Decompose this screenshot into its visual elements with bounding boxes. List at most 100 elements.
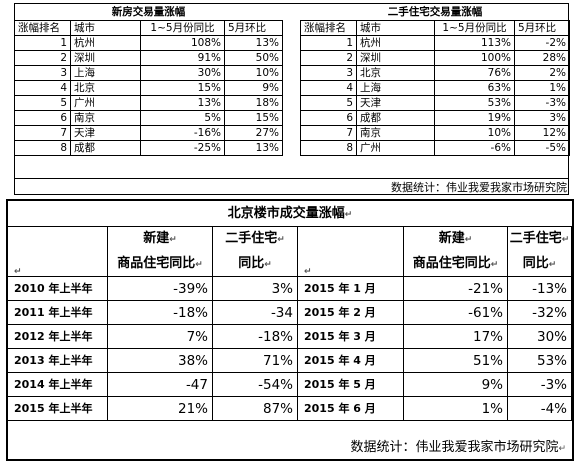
beijing-volume-table: 北京楼市成交量涨幅↵ ↵ 新建↵ 商品住宅同比↵ 二手住宅↵ 同比↵ ↵ 新建↵ 商品住宅同比… bbox=[6, 199, 574, 461]
table-row: 6 南京 5% 15% bbox=[14, 110, 283, 126]
cell-mom: -3% bbox=[514, 95, 570, 111]
return-mark: ↵ bbox=[344, 210, 353, 220]
table-row: 3 北京 76% 2% bbox=[300, 65, 570, 81]
cell-city: 广州 bbox=[356, 140, 435, 156]
cell-city: 南京 bbox=[356, 125, 435, 141]
header-yoy: 1~5月份同比 bbox=[434, 20, 515, 36]
table-row: 8 成都 -25% 13% bbox=[14, 140, 283, 156]
cell-rank: 4 bbox=[14, 80, 71, 96]
return-mark: ↵ bbox=[561, 235, 570, 245]
row-label-text: 2015 年 3 月 bbox=[304, 330, 376, 343]
cell-rank: 7 bbox=[300, 125, 357, 141]
value-second: 87% bbox=[213, 397, 298, 421]
cell-city: 杭州 bbox=[356, 35, 435, 51]
cell-yoy: 10% bbox=[434, 125, 515, 141]
cell-city: 北京 bbox=[356, 65, 435, 81]
cell-city: 杭州 bbox=[70, 35, 141, 51]
table-row: 5 广州 13% 18% bbox=[14, 95, 283, 111]
value-second-text: -34 bbox=[270, 305, 293, 321]
cell-city: 上海 bbox=[356, 80, 435, 96]
header-rank: 涨幅排名 bbox=[300, 20, 357, 36]
header-new-yoy-left-line2: 商品住宅同比↵ bbox=[108, 252, 212, 276]
cell-rank: 4 bbox=[300, 80, 357, 96]
row-label: 2015 年 1 月 bbox=[298, 277, 404, 301]
beijing-table-title: 北京楼市成交量涨幅↵ bbox=[8, 201, 572, 227]
table-row: 1 杭州 113% -2% bbox=[300, 35, 570, 51]
header-empty-right: ↵ bbox=[298, 227, 404, 277]
value-second-text: -54% bbox=[258, 377, 293, 393]
header-second-yoy-left-line1-text: 二手住宅 bbox=[225, 231, 278, 246]
header-rank: 涨幅排名 bbox=[14, 20, 71, 36]
cell-rank: 3 bbox=[300, 65, 357, 81]
top-source-note: 数据统计：伟业我爱我家市场研究院 bbox=[14, 178, 569, 195]
value-new-text: -18% bbox=[173, 305, 208, 321]
table-row: 5 天津 53% -3% bbox=[300, 95, 570, 111]
cell-city: 深圳 bbox=[356, 50, 435, 66]
value-new: -47 bbox=[108, 373, 213, 397]
row-label-text: 2015 年 6 月 bbox=[304, 402, 376, 415]
return-mark: ↵ bbox=[490, 260, 499, 270]
cell-mom: 15% bbox=[224, 110, 283, 126]
cell-mom: 3% bbox=[514, 110, 570, 126]
cell-city: 北京 bbox=[70, 80, 141, 96]
value-new: -61% bbox=[404, 301, 508, 325]
header-new-yoy-right: 新建↵ 商品住宅同比↵ bbox=[404, 227, 508, 277]
value-new-text: 21% bbox=[177, 401, 208, 417]
cell-rank: 1 bbox=[300, 35, 357, 51]
header-city: 城市 bbox=[70, 20, 141, 36]
value-second: -54% bbox=[213, 373, 298, 397]
value-new-text: 9% bbox=[481, 377, 503, 393]
header-second-yoy-right-line1: 二手住宅↵ bbox=[508, 227, 571, 252]
cell-yoy: 19% bbox=[434, 110, 515, 126]
value-new: 7% bbox=[108, 325, 213, 349]
return-mark: ↵ bbox=[264, 260, 272, 270]
header-new-yoy-left-line1-text: 新建 bbox=[143, 231, 170, 246]
return-mark: ↵ bbox=[464, 235, 473, 245]
value-new-text: -21% bbox=[468, 281, 503, 297]
cell-yoy: -16% bbox=[140, 125, 225, 141]
header-second-yoy-right: 二手住宅↵ 同比↵ bbox=[508, 227, 572, 277]
cell-mom: -2% bbox=[514, 35, 570, 51]
return-mark: ↵ bbox=[558, 444, 566, 454]
cell-rank: 5 bbox=[300, 95, 357, 111]
table-row: 1 杭州 108% 13% bbox=[14, 35, 283, 51]
cell-yoy: 15% bbox=[140, 80, 225, 96]
return-mark: ↵ bbox=[548, 260, 557, 270]
value-new: 51% bbox=[404, 349, 508, 373]
row-label: 2013 年上半年 bbox=[8, 349, 108, 373]
cell-mom: -5% bbox=[514, 140, 570, 156]
row-label-text: 2014 年上半年 bbox=[14, 378, 93, 391]
value-second: -4% bbox=[508, 397, 572, 421]
header-new-yoy-right-line2-text: 商品住宅同比 bbox=[412, 256, 491, 271]
value-second-text: 87% bbox=[262, 401, 293, 417]
value-new: 9% bbox=[404, 373, 508, 397]
row-label-text: 2015 年 5 月 bbox=[304, 378, 376, 391]
header-yoy: 1~5月份同比 bbox=[140, 20, 225, 36]
cell-rank: 6 bbox=[14, 110, 71, 126]
table-row: 7 天津 -16% 27% bbox=[14, 125, 283, 141]
cell-city: 成都 bbox=[70, 140, 141, 156]
cell-mom: 13% bbox=[224, 35, 283, 51]
value-second: 71% bbox=[213, 349, 298, 373]
header-second-yoy-left-line2: 同比↵ bbox=[213, 252, 297, 276]
new-house-table-body: 1 杭州 108% 13% 2 深圳 91% 50% 3 上海 30% 10% 4 北京 15% 9% 5 广州 1… bbox=[14, 35, 283, 156]
cell-mom: 1% bbox=[514, 80, 570, 96]
value-new: -18% bbox=[108, 301, 213, 325]
value-second: -3% bbox=[508, 373, 572, 397]
value-second: -34 bbox=[213, 301, 298, 325]
cell-city: 天津 bbox=[356, 95, 435, 111]
value-new-text: 38% bbox=[177, 353, 208, 369]
beijing-source-note: 数据统计：伟业我爱我家市场研究院↵ bbox=[8, 437, 572, 459]
value-new-text: 17% bbox=[472, 329, 503, 345]
value-new: -39% bbox=[108, 277, 213, 301]
cell-rank: 2 bbox=[14, 50, 71, 66]
header-mom: 5月环比 bbox=[514, 20, 570, 36]
row-label-text: 2015 年 2 月 bbox=[304, 306, 376, 319]
row-label: 2014 年上半年 bbox=[8, 373, 108, 397]
return-mark: ↵ bbox=[277, 235, 285, 245]
value-new: 17% bbox=[404, 325, 508, 349]
cell-rank: 2 bbox=[300, 50, 357, 66]
cell-city: 天津 bbox=[70, 125, 141, 141]
cell-city: 深圳 bbox=[70, 50, 141, 66]
cell-yoy: 63% bbox=[434, 80, 515, 96]
